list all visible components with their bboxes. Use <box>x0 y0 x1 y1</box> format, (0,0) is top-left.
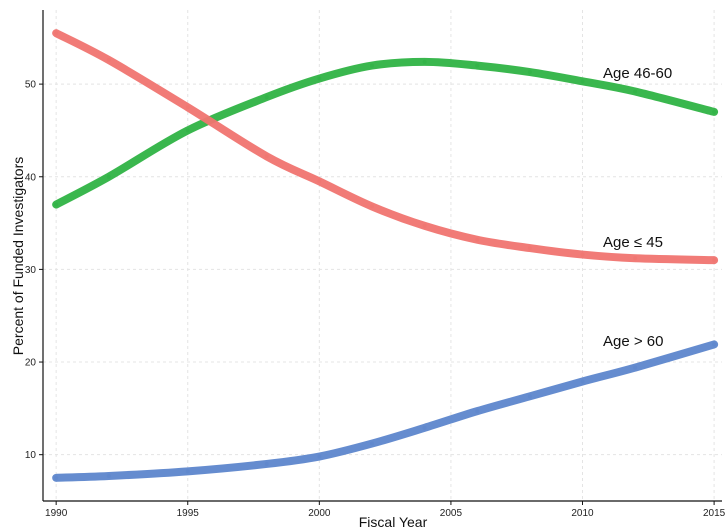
data-point-age-le-45 <box>317 179 322 184</box>
x-tick-label: 1990 <box>45 508 68 519</box>
data-point-age-46-60 <box>580 79 585 84</box>
data-point-age-le-45 <box>475 237 480 242</box>
data-point-age-46-60 <box>369 63 374 68</box>
x-tick-label: 2015 <box>703 508 726 519</box>
data-point-age-le-45 <box>54 31 59 36</box>
data-point-age-le-45 <box>422 223 427 228</box>
y-tick-label: 20 <box>25 358 37 369</box>
data-point-age-le-45 <box>633 256 638 261</box>
series <box>52 29 719 482</box>
data-point-age-46-60 <box>54 202 59 207</box>
data-point-age-gt-60 <box>106 473 111 478</box>
x-tick-label: 2005 <box>440 508 463 519</box>
data-point-age-gt-60 <box>185 469 190 474</box>
y-tick-label: 10 <box>25 450 37 461</box>
data-point-age-gt-60 <box>317 454 322 459</box>
data-point-age-gt-60 <box>475 409 480 414</box>
series-line-age-46-60 <box>52 57 719 209</box>
data-point-age-46-60 <box>106 174 111 179</box>
data-point-age-gt-60 <box>369 441 374 446</box>
x-tick-label: 1995 <box>177 508 200 519</box>
data-point-age-46-60 <box>422 59 427 64</box>
data-point-age-46-60 <box>633 89 638 94</box>
x-tick-label: 2010 <box>571 508 594 519</box>
y-axis-title: Percent of Funded Investigators <box>10 157 26 355</box>
data-point-age-gt-60 <box>54 475 59 480</box>
data-point-age-46-60 <box>264 95 269 100</box>
data-point-age-gt-60 <box>633 365 638 370</box>
data-point-age-46-60 <box>475 63 480 68</box>
series-line-age-le-45 <box>52 29 719 265</box>
y-tick-label: 40 <box>25 172 37 183</box>
data-point-age-le-45 <box>712 258 717 263</box>
data-point-age-gt-60 <box>580 379 585 384</box>
series-label-age-le-45: Age ≤ 45 <box>603 234 663 251</box>
data-point-age-46-60 <box>317 76 322 81</box>
data-point-age-gt-60 <box>712 342 717 347</box>
series-label-age-gt-60: Age > 60 <box>603 333 663 350</box>
data-point-age-le-45 <box>185 105 190 110</box>
series-label-age-46-60: Age 46-60 <box>603 65 672 82</box>
data-point-age-le-45 <box>106 58 111 63</box>
data-point-age-le-45 <box>527 246 532 251</box>
axes <box>42 10 722 502</box>
x-tick-label: 2000 <box>308 508 331 519</box>
data-point-age-le-45 <box>369 204 374 209</box>
grid <box>43 10 722 501</box>
series-labels: Age 46-60 Age ≤ 45 Age > 60 <box>603 65 672 350</box>
data-point-age-gt-60 <box>422 425 427 430</box>
tick-labels: 10 20 30 40 50 1990 1995 2000 2005 2010 2015 <box>25 80 726 519</box>
data-point-age-46-60 <box>527 70 532 75</box>
x-axis-title: Fiscal Year <box>359 514 428 530</box>
data-point-age-gt-60 <box>527 394 532 399</box>
data-point-age-46-60 <box>712 109 717 114</box>
data-point-age-gt-60 <box>264 461 269 466</box>
series-line-age-gt-60 <box>52 340 719 482</box>
data-point-age-46-60 <box>185 128 190 133</box>
y-tick-label: 50 <box>25 80 37 91</box>
data-point-age-le-45 <box>580 252 585 257</box>
data-point-age-le-45 <box>264 154 269 159</box>
y-tick-label: 30 <box>25 265 37 276</box>
